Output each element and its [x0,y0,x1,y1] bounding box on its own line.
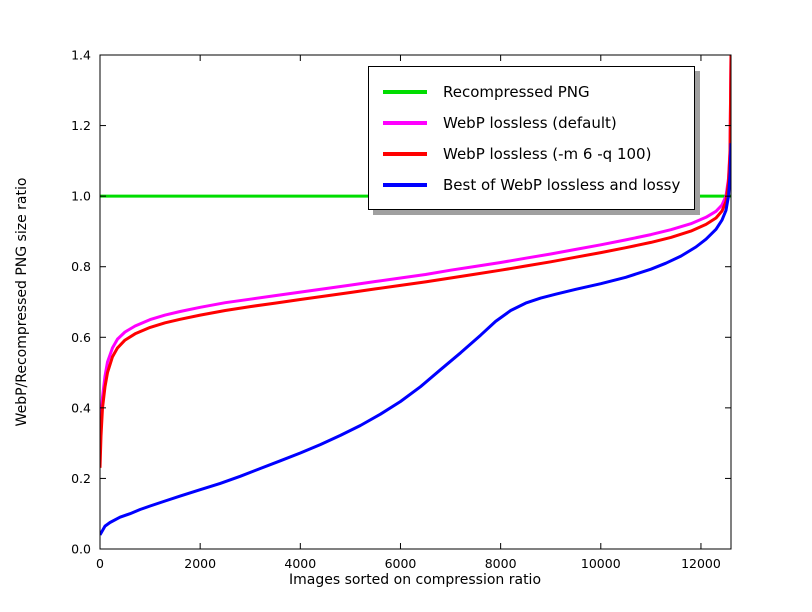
x-tick-label: 10000 [581,556,621,571]
y-tick-label: 0.6 [71,330,91,345]
legend-label: Best of WebP lossless and lossy [443,175,681,194]
x-tick-label: 12000 [681,556,721,571]
legend-item-1: WebP lossless (default) [383,107,680,138]
legend-item-0: Recompressed PNG [383,76,680,107]
y-tick-label: 0.0 [71,542,91,557]
legend-label: WebP lossless (-m 6 -q 100) [443,144,652,163]
series-line-3 [100,143,731,536]
legend-line-sample [383,89,427,94]
legend-line-sample [383,151,427,156]
y-tick-label: 0.4 [71,400,91,415]
y-tick-label: 0.2 [71,471,91,486]
legend-line-sample [383,182,427,187]
x-tick-label: 2000 [184,556,216,571]
y-axis-label: WebP/Recompressed PNG size ratio [14,177,30,427]
y-tick-label: 1.2 [71,118,91,133]
legend-line-sample [383,120,427,125]
legend-label: Recompressed PNG [443,82,590,101]
y-tick-label: 0.8 [71,259,91,274]
legend-item-2: WebP lossless (-m 6 -q 100) [383,138,680,169]
x-axis-label: Images sorted on compression ratio [288,572,542,588]
y-tick-label: 1.4 [71,48,91,63]
x-tick-label: 8000 [485,556,517,571]
y-tick-label: 1.0 [71,189,91,204]
axes-frame [99,54,732,550]
x-tick-label: 0 [96,556,104,571]
x-tick-label: 4000 [284,556,316,571]
legend: Recompressed PNG WebP lossless (default) W… [368,66,696,210]
series-line-2 [100,55,731,468]
x-tick-label: 6000 [385,556,417,571]
legend-item-3: Best of WebP lossless and lossy [383,169,680,200]
series-line-1 [100,55,731,454]
legend-label: WebP lossless (default) [443,113,617,132]
